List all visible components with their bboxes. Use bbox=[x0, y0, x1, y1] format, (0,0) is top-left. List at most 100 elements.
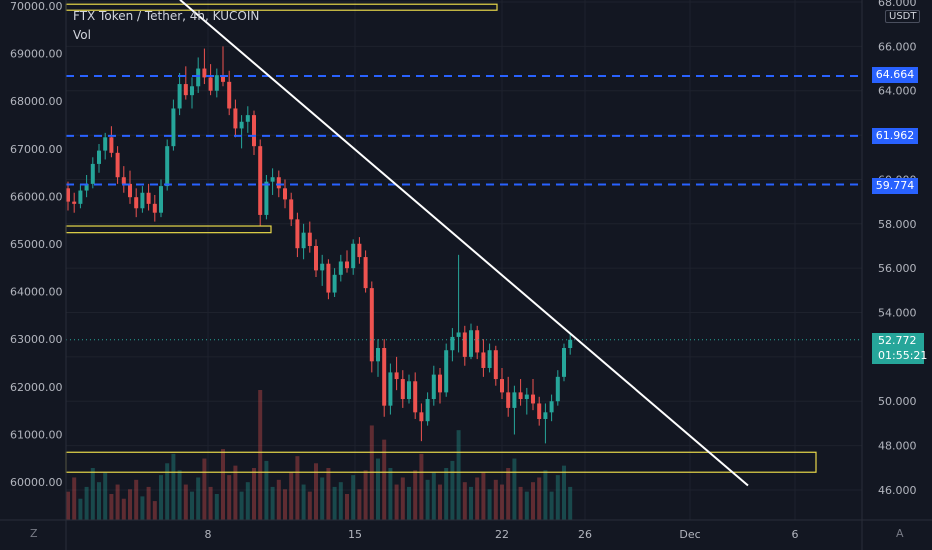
last-price-value: 52.772 bbox=[878, 334, 917, 347]
candle-body bbox=[351, 243, 356, 269]
left-tick-label: 68000.00 bbox=[10, 95, 63, 108]
left-tick-label: 63000.00 bbox=[10, 333, 63, 346]
volume-bar bbox=[493, 479, 498, 520]
candle-body bbox=[283, 188, 287, 200]
candle-body bbox=[481, 352, 486, 368]
left-tick-label: 61000.00 bbox=[10, 428, 63, 441]
candle-body bbox=[307, 232, 312, 246]
candle-body bbox=[183, 84, 188, 96]
candle-body bbox=[196, 68, 201, 87]
left-tick-label: 65000.00 bbox=[10, 238, 63, 251]
currency-tag[interactable]: USDT bbox=[885, 10, 921, 23]
candle-body bbox=[487, 350, 492, 368]
candle-body bbox=[208, 77, 213, 91]
volume-bar bbox=[500, 484, 504, 520]
zoom-icon[interactable]: Z bbox=[30, 527, 38, 540]
volume-bar bbox=[487, 489, 492, 520]
volume-bar bbox=[177, 470, 182, 520]
volume-bar bbox=[171, 453, 176, 520]
price-tick-label: 58.000 bbox=[878, 218, 917, 231]
candle-body bbox=[109, 137, 114, 153]
volume-bar bbox=[66, 491, 70, 520]
time-tick-label: 22 bbox=[495, 528, 509, 541]
candle-body bbox=[512, 392, 517, 408]
candle-body bbox=[264, 181, 269, 215]
horizontal-levels[interactable] bbox=[66, 74, 862, 341]
candle-body bbox=[233, 108, 238, 129]
price-tick-label: 64.000 bbox=[878, 85, 917, 98]
candle-body bbox=[140, 192, 145, 209]
candle-body bbox=[562, 348, 566, 377]
volume-bar bbox=[289, 472, 294, 520]
candle-body bbox=[227, 81, 232, 109]
volume-bar bbox=[351, 475, 356, 520]
candle-body bbox=[462, 332, 467, 357]
volume-bar bbox=[121, 498, 126, 520]
left-tick-label: 69000.00 bbox=[10, 48, 63, 61]
candle-body bbox=[171, 108, 176, 147]
volume-bar bbox=[301, 484, 306, 520]
auto-scale-icon[interactable]: A bbox=[896, 527, 904, 540]
volume-bar bbox=[326, 468, 331, 520]
candle-body bbox=[456, 332, 461, 337]
candle-body bbox=[252, 115, 256, 147]
volume-bar bbox=[345, 494, 349, 520]
volume-bar bbox=[568, 486, 573, 520]
volume-bar bbox=[388, 468, 393, 520]
volume-bar bbox=[425, 479, 430, 520]
volume-bar bbox=[97, 482, 101, 520]
time-tick-label: 15 bbox=[348, 528, 362, 541]
volume-bar bbox=[407, 486, 411, 520]
volume-bar bbox=[450, 460, 455, 520]
candle-body bbox=[400, 379, 405, 400]
volume-bar bbox=[233, 465, 238, 520]
candle-body bbox=[121, 177, 126, 184]
price-tick-label: 50.000 bbox=[878, 395, 917, 408]
volume-bar bbox=[214, 494, 219, 520]
candle-body bbox=[425, 399, 430, 422]
candle-body bbox=[438, 374, 442, 393]
volume-bar bbox=[115, 484, 120, 520]
volume-label[interactable]: Vol bbox=[73, 28, 91, 42]
time-tick-label: 26 bbox=[578, 528, 592, 541]
candle-body bbox=[66, 188, 70, 202]
volume-bar bbox=[245, 482, 250, 520]
volume-bar bbox=[221, 449, 225, 520]
candle-body bbox=[90, 163, 95, 184]
volume-bar bbox=[562, 465, 566, 520]
volume-bar bbox=[444, 468, 449, 520]
volume-bars bbox=[66, 390, 573, 520]
candle-body bbox=[413, 381, 418, 413]
symbol-title[interactable]: FTX Token / Tether, 4h, KUCOIN bbox=[73, 9, 260, 23]
volume-bar bbox=[413, 470, 418, 520]
left-tick-label: 64000.00 bbox=[10, 286, 63, 299]
candle-body bbox=[320, 263, 325, 271]
candle-body bbox=[221, 75, 225, 82]
price-tick-label: 54.000 bbox=[878, 307, 917, 320]
volume-bar bbox=[72, 477, 77, 520]
volume-bar bbox=[338, 482, 343, 520]
candle-body bbox=[128, 183, 132, 198]
volume-bar bbox=[512, 458, 517, 520]
volume-bar bbox=[431, 472, 436, 520]
candle-body bbox=[500, 379, 504, 393]
trendline-group[interactable] bbox=[179, 0, 749, 487]
volume-bar bbox=[475, 477, 480, 520]
volume-bar bbox=[140, 496, 145, 520]
candle-body bbox=[239, 121, 244, 129]
volume-bar bbox=[196, 477, 201, 520]
volume-bar bbox=[357, 489, 362, 520]
volume-bar bbox=[524, 491, 529, 520]
volume-bar bbox=[549, 491, 554, 520]
candle-body bbox=[338, 261, 343, 275]
trendline[interactable] bbox=[179, 0, 749, 487]
level-label-3: 59.774 bbox=[872, 178, 918, 194]
volume-bar bbox=[555, 475, 560, 520]
candle-body bbox=[450, 336, 455, 351]
candle-body bbox=[84, 183, 89, 191]
volume-bar bbox=[531, 482, 535, 520]
level-label-2: 61.962 bbox=[872, 128, 918, 144]
volume-bar bbox=[506, 468, 511, 520]
